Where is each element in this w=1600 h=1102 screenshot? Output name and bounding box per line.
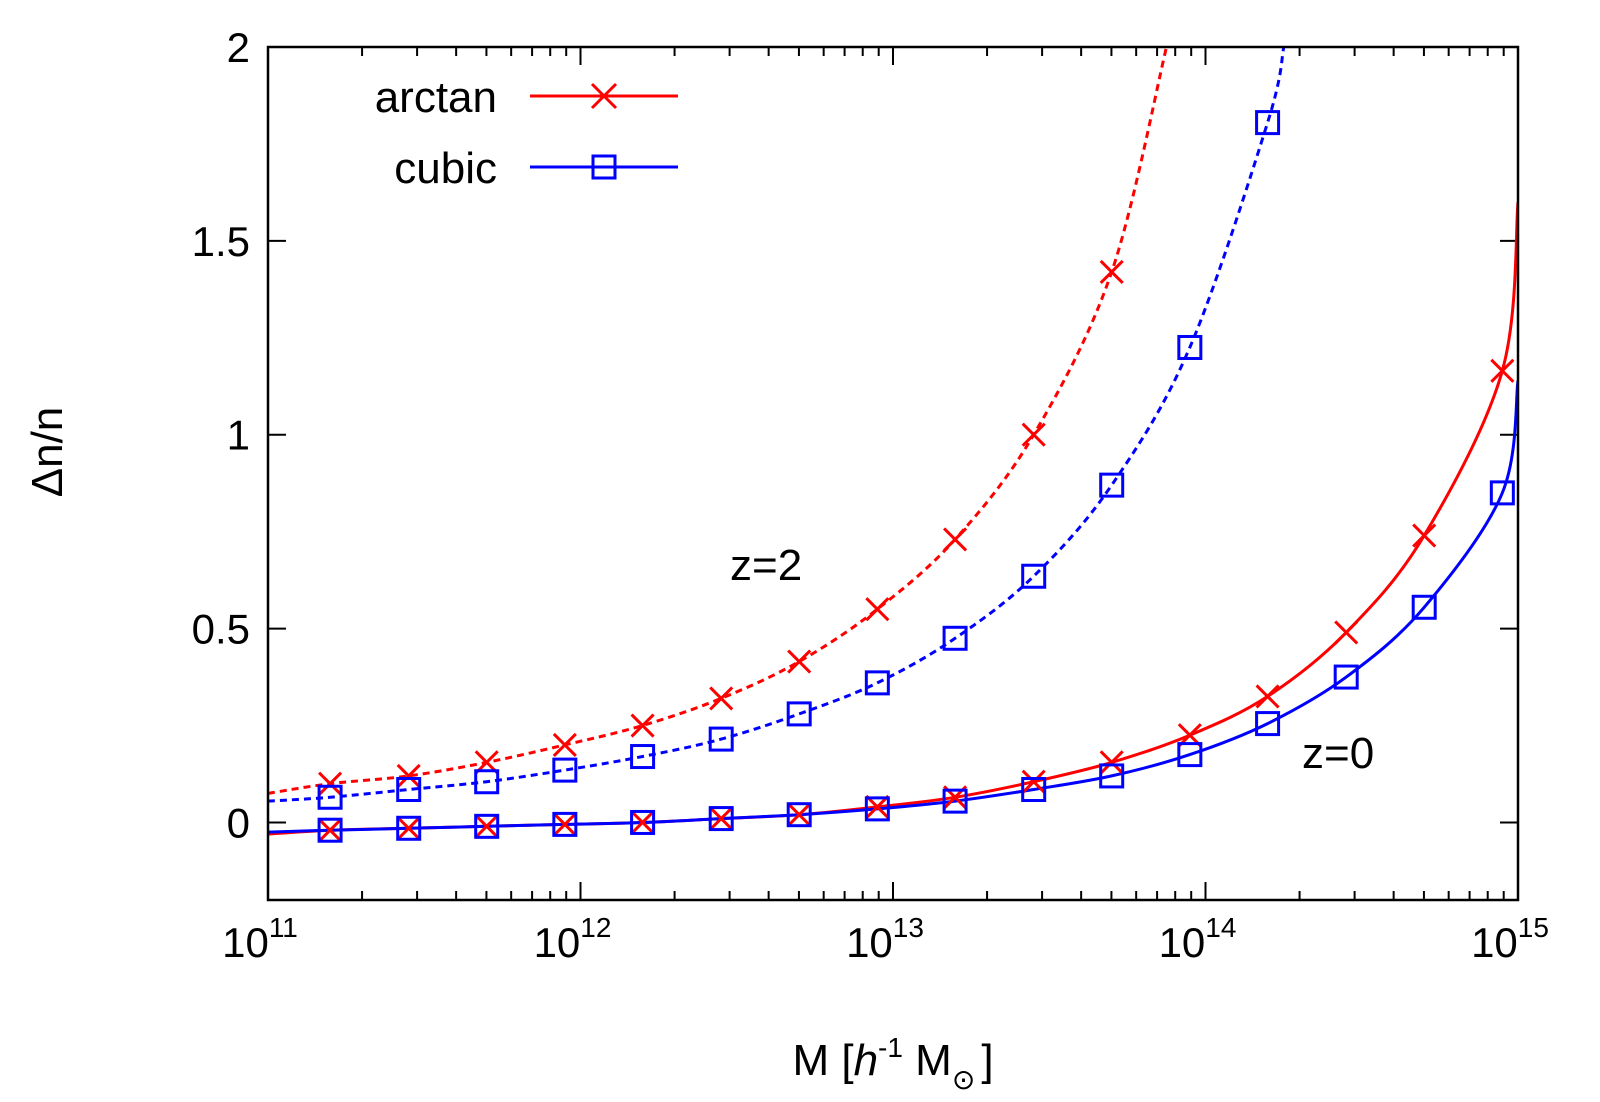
y-tick-label: 1 <box>227 412 250 459</box>
x-axis-title-m: M <box>903 1036 952 1085</box>
x-tick-base: 10 <box>846 919 893 966</box>
x-tick-base: 10 <box>1159 919 1206 966</box>
data-point-cubic-z-0 <box>864 796 890 822</box>
data-point-arctan-z-2 <box>865 597 890 622</box>
y-tick-label: 1.5 <box>192 218 250 265</box>
x-tick-exponent: 13 <box>893 912 924 943</box>
annotation-z2: z=2 <box>730 541 802 590</box>
data-point-arctan-z-0 <box>1021 769 1046 794</box>
x-tick-exponent: 15 <box>1518 912 1549 943</box>
x-tick-exponent: 12 <box>580 912 611 943</box>
legend-marker-square <box>591 154 617 180</box>
y-tick-label: 0 <box>227 799 250 846</box>
data-point-cubic-z-2 <box>396 776 422 802</box>
data-point-arctan-z-0 <box>787 802 812 827</box>
data-point-cubic-z-0 <box>1333 664 1359 690</box>
x-axis-title: M [h-1 M⊙] <box>792 1032 993 1095</box>
data-point-cubic-z-0 <box>1489 480 1515 506</box>
data-point-arctan-z-2 <box>396 763 421 788</box>
data-point-cubic-z-2 <box>1177 334 1203 360</box>
legend-label-cubic: cubic <box>394 144 497 193</box>
data-point-arctan-z-0 <box>1099 750 1124 775</box>
data-point-cubic-z-0 <box>1177 742 1203 768</box>
x-tick-label: 1013 <box>846 912 924 966</box>
data-point-cubic-z-2 <box>942 625 968 651</box>
series-line-arctan-z-2 <box>268 47 1168 795</box>
x-tick-label: 1015 <box>1471 912 1549 966</box>
data-point-cubic-z-2 <box>1021 563 1047 589</box>
legend-marker-cross <box>590 82 618 110</box>
x-axis-title-sun: ⊙ <box>952 1064 975 1095</box>
data-point-arctan-z-0 <box>1255 684 1280 709</box>
data-point-cubic-z-2 <box>786 701 812 727</box>
x-tick-exponent: 14 <box>1205 912 1236 943</box>
data-point-arctan-z-0 <box>1412 523 1437 548</box>
x-axis-title-end: ] <box>981 1036 993 1085</box>
data-point-arctan-z-0 <box>1490 358 1515 383</box>
data-point-arctan-z-0 <box>474 814 499 839</box>
data-point-arctan-z-2 <box>1021 422 1046 447</box>
data-point-cubic-z-2 <box>1099 472 1125 498</box>
data-point-cubic-z-0 <box>396 815 422 841</box>
data-point-arctan-z-0 <box>709 806 734 831</box>
data-point-cubic-z-2 <box>1255 110 1281 136</box>
data-point-arctan-z-2 <box>552 732 577 757</box>
x-tick-base: 10 <box>534 919 581 966</box>
data-point-arctan-z-2 <box>318 771 343 796</box>
data-point-cubic-z-0 <box>1099 763 1125 789</box>
x-axis-title-h: h <box>854 1036 878 1085</box>
data-point-cubic-z-2 <box>317 784 343 810</box>
data-point-arctan-z-0 <box>1334 620 1359 645</box>
annotation-z0: z=0 <box>1302 729 1374 778</box>
data-point-arctan-z-2 <box>1099 259 1124 284</box>
data-point-cubic-z-0 <box>786 802 812 828</box>
y-tick-label: 2 <box>227 24 250 71</box>
data-point-cubic-z-0 <box>1021 776 1047 802</box>
x-axis-title-prefix: M [ <box>792 1036 853 1085</box>
series-line-cubic-z-2 <box>268 47 1286 803</box>
data-point-arctan-z-2 <box>943 527 968 552</box>
data-point-arctan-z-2 <box>630 713 655 738</box>
x-tick-label: 1012 <box>534 912 612 966</box>
x-tick-label: 1011 <box>222 912 298 966</box>
legend-label-arctan: arctan <box>375 73 497 122</box>
data-point-arctan-z-0 <box>318 818 343 843</box>
x-tick-base: 10 <box>1471 919 1518 966</box>
data-point-cubic-z-0 <box>552 811 578 837</box>
plot-frame <box>266 45 1520 902</box>
data-point-cubic-z-2 <box>630 744 656 770</box>
data-point-cubic-z-0 <box>942 788 968 814</box>
data-point-arctan-z-0 <box>865 794 890 820</box>
x-tick-base: 10 <box>222 919 269 966</box>
data-point-cubic-z-2 <box>474 769 500 795</box>
data-point-arctan-z-0 <box>552 812 577 837</box>
data-point-cubic-z-0 <box>630 809 656 835</box>
data-point-cubic-z-0 <box>708 806 734 832</box>
data-point-cubic-z-0 <box>1255 711 1281 737</box>
data-point-cubic-z-0 <box>474 813 500 839</box>
data-point-cubic-z-2 <box>708 726 734 752</box>
markers-layer <box>317 110 1515 843</box>
legend: arctan cubic <box>375 73 678 193</box>
data-point-cubic-z-0 <box>1411 594 1437 620</box>
data-point-arctan-z-0 <box>396 816 421 841</box>
x-tick-exponent: 11 <box>269 912 298 943</box>
data-point-cubic-z-0 <box>317 817 343 843</box>
y-axis-title: Δn/n <box>23 407 72 498</box>
data-point-cubic-z-2 <box>864 670 890 696</box>
data-point-arctan-z-2 <box>787 649 812 674</box>
y-tick-label: 0.5 <box>192 606 250 653</box>
data-point-arctan-z-2 <box>709 686 734 711</box>
data-point-cubic-z-2 <box>552 757 578 783</box>
x-axis-title-exponent: -1 <box>878 1032 903 1063</box>
x-tick-label: 1014 <box>1159 912 1237 966</box>
data-point-arctan-z-0 <box>630 810 655 835</box>
